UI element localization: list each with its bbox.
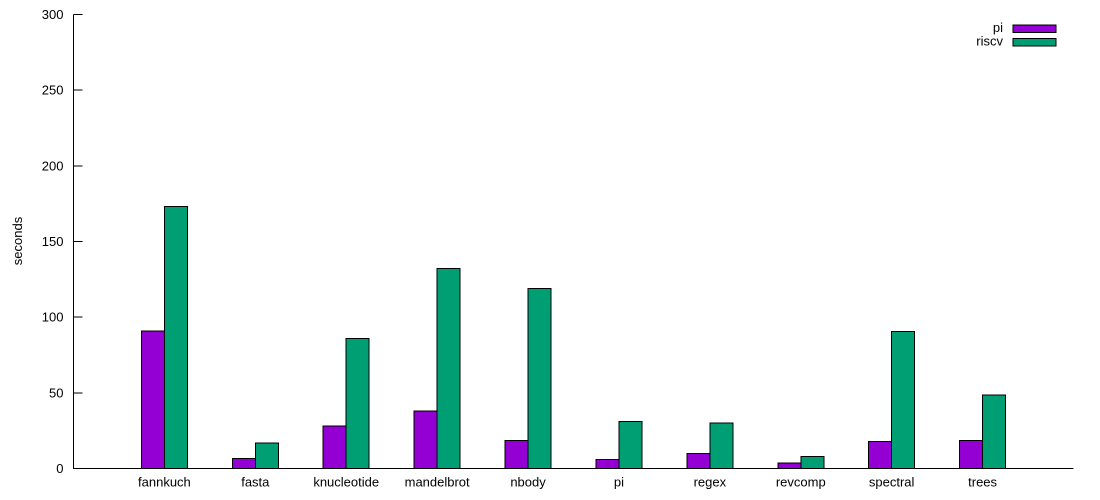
y-tick-label-50: 50	[49, 385, 63, 400]
y-tick-label-150: 150	[42, 234, 64, 249]
bar-pi-mandelbrot	[413, 410, 438, 470]
bar-pi-pi	[595, 458, 620, 470]
y-tick-label-0: 0	[56, 461, 63, 476]
x-tick-label-knucleotide: knucleotide	[313, 475, 379, 490]
bar-riscv-spectral	[891, 331, 916, 469]
bar-pi-revcomp	[777, 462, 802, 470]
x-tick-label-fasta: fasta	[241, 475, 270, 490]
bar-riscv-fasta	[254, 442, 279, 470]
bar-pi-fannkuch	[140, 330, 165, 469]
bar-riscv-mandelbrot	[436, 268, 461, 469]
bar-pi-trees	[959, 440, 984, 469]
bar-riscv-trees	[982, 394, 1007, 469]
x-tick-label-revcomp: revcomp	[776, 475, 826, 490]
axes-lines	[73, 14, 1074, 469]
bar-riscv-knucleotide	[345, 337, 370, 469]
y-tick-label-300: 300	[42, 7, 64, 22]
x-tick-label-nbody: nbody	[510, 475, 546, 490]
bar-pi-knucleotide	[322, 425, 347, 470]
x-tick-label-trees: trees	[968, 475, 997, 490]
legend-swatch-riscv	[1012, 38, 1057, 47]
legend-label-riscv: riscv	[976, 34, 1003, 49]
legend-label-pi: pi	[993, 20, 1003, 35]
bar-pi-nbody	[504, 440, 529, 469]
legend-swatch-pi	[1012, 24, 1057, 33]
x-tick-label-spectral: spectral	[869, 475, 915, 490]
bar-pi-fasta	[231, 458, 256, 469]
y-tick-label-100: 100	[42, 310, 64, 325]
bar-riscv-regex	[709, 422, 734, 470]
x-tick-label-pi: pi	[614, 475, 624, 490]
bar-pi-spectral	[868, 440, 893, 470]
x-tick-label-regex: regex	[694, 475, 727, 490]
bar-riscv-pi	[618, 421, 643, 470]
bar-riscv-revcomp	[800, 455, 825, 470]
bar-pi-regex	[686, 452, 711, 470]
bar-riscv-fannkuch	[163, 206, 188, 469]
x-tick-label-mandelbrot: mandelbrot	[405, 475, 470, 490]
y-axis-title: seconds	[10, 216, 25, 265]
y-tick-label-200: 200	[42, 158, 64, 173]
x-tick-label-fannkuch: fannkuch	[138, 475, 191, 490]
y-tick-label-250: 250	[42, 83, 64, 98]
bar-riscv-nbody	[527, 287, 552, 469]
